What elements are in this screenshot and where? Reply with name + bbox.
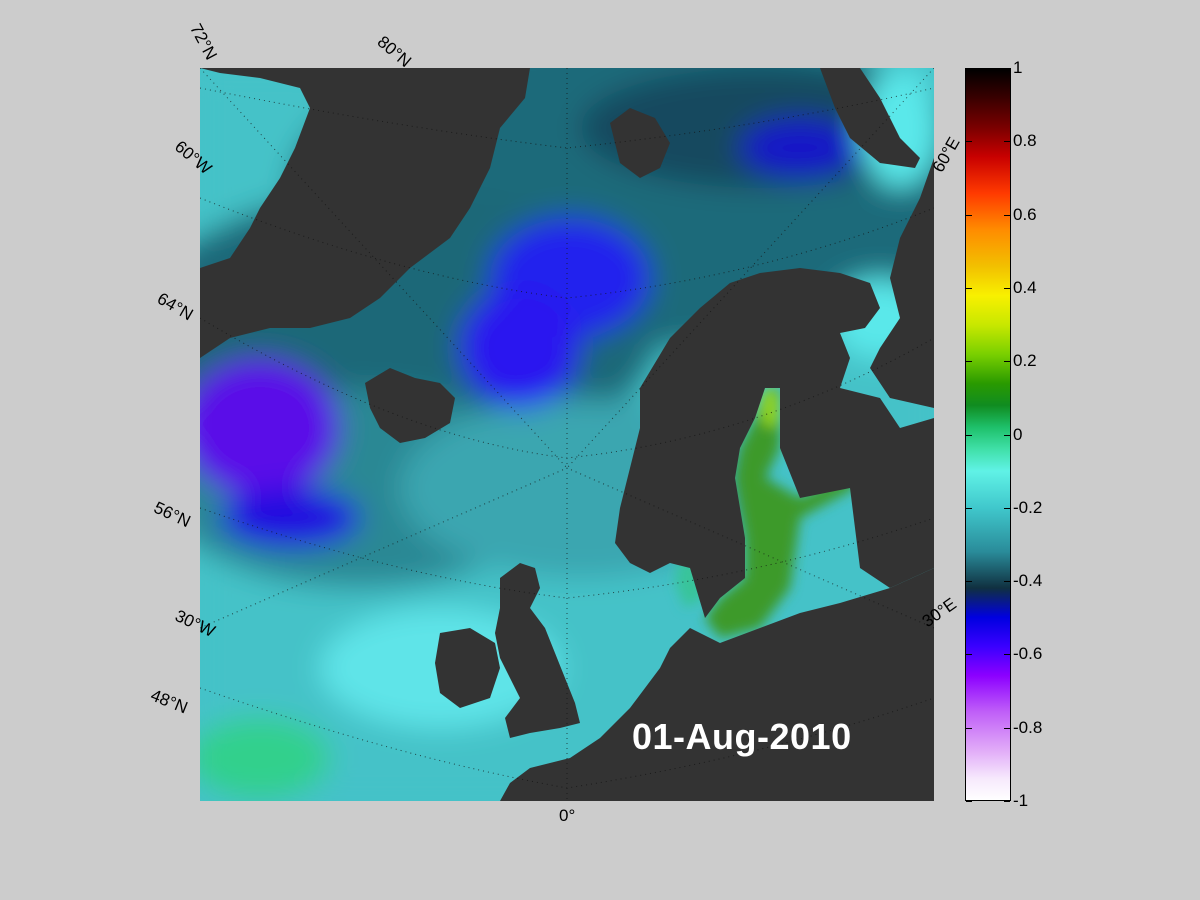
colorbar-tick-mark bbox=[1004, 287, 1010, 289]
colorbar-tick-mark bbox=[966, 801, 972, 802]
colorbar-tick-label: -0.4 bbox=[1013, 571, 1043, 591]
colorbar-tick-mark bbox=[966, 361, 972, 363]
colorbar-tick-mark bbox=[966, 507, 972, 509]
colorbar-tick-mark bbox=[966, 434, 972, 436]
colorbar-tick-label: 1 bbox=[1013, 58, 1023, 77]
colorbar-tick-label: -1 bbox=[1013, 791, 1029, 810]
colorbar-tick-label: 0 bbox=[1013, 424, 1023, 444]
continental-europe bbox=[500, 568, 934, 801]
colorbar-tick-label: 0.8 bbox=[1013, 131, 1037, 151]
date-label: 01-Aug-2010 bbox=[632, 716, 852, 757]
svalbard bbox=[610, 108, 670, 178]
lat-label-72n: 72°N bbox=[186, 20, 221, 63]
iceland bbox=[365, 368, 455, 443]
colorbar-tick-label: 0.2 bbox=[1013, 351, 1037, 371]
novaya-zemlya bbox=[820, 68, 920, 168]
colorbar-tick-mark bbox=[1004, 507, 1010, 509]
land-masses bbox=[200, 68, 934, 801]
russia bbox=[870, 158, 934, 408]
colorbar-tick-mark bbox=[1004, 581, 1010, 583]
scandinavia bbox=[615, 268, 934, 618]
greenland bbox=[200, 68, 530, 358]
colorbar-tick-mark bbox=[1004, 434, 1010, 436]
lat-label-48n: 48°N bbox=[148, 685, 191, 718]
colorbar bbox=[965, 68, 1011, 801]
lat-label-56n: 56°N bbox=[150, 497, 194, 532]
colorbar-tick-mark bbox=[1004, 727, 1010, 729]
colorbar-tick-mark bbox=[966, 287, 972, 289]
colorbar-tick-mark bbox=[966, 654, 972, 656]
lat-label-64n: 64°N bbox=[154, 288, 197, 325]
colorbar-tick-mark bbox=[1004, 654, 1010, 656]
map-panel: 01-Aug-2010 bbox=[200, 68, 934, 801]
colorbar-tick-mark bbox=[966, 68, 972, 69]
colorbar-tick-mark bbox=[966, 581, 972, 583]
graticule bbox=[200, 68, 934, 801]
lat-label-80n: 80°N bbox=[373, 32, 415, 72]
colorbar-tick-mark bbox=[1004, 361, 1010, 363]
colorbar-tick-label: 0.6 bbox=[1013, 204, 1037, 224]
colorbar-tick-mark bbox=[966, 141, 972, 143]
ireland bbox=[435, 628, 500, 708]
colorbar-tick-mark bbox=[1004, 68, 1010, 69]
colorbar-tick-label: -0.8 bbox=[1013, 717, 1043, 737]
colorbar-tick-mark bbox=[966, 727, 972, 729]
map-canvas bbox=[200, 68, 934, 801]
lon-label-0: 0° bbox=[559, 806, 576, 825]
colorbar-tick-label: -0.6 bbox=[1013, 644, 1043, 664]
colorbar-tick-label: -0.2 bbox=[1013, 497, 1043, 517]
colorbar-tick-mark bbox=[1004, 214, 1010, 216]
great-britain bbox=[495, 563, 580, 738]
colorbar-tick-mark bbox=[1004, 801, 1010, 802]
colorbar-tick-label: 0.4 bbox=[1013, 277, 1037, 297]
colorbar-tick-mark bbox=[1004, 141, 1010, 143]
colorbar-tick-mark bbox=[966, 214, 972, 216]
